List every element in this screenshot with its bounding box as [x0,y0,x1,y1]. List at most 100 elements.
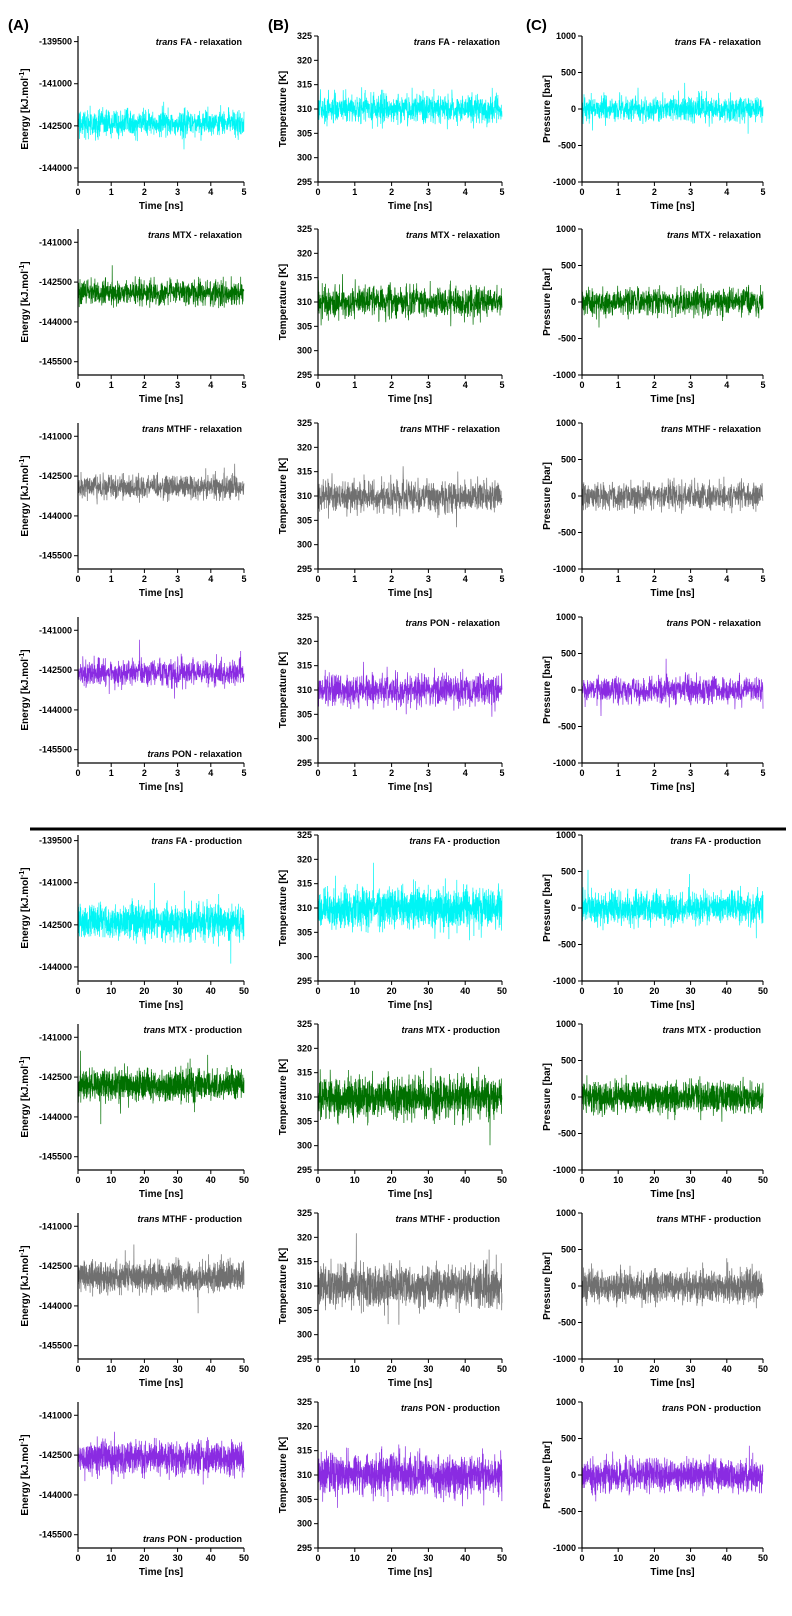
y-tick-label: 0 [571,297,576,307]
chart-title: trans MTHF - production [396,1214,501,1224]
y-label-main: Energy [kJ.mol [20,1066,31,1138]
chart-title-italic: trans [156,37,181,47]
x-tick-label: 4 [724,380,729,390]
chart-title-text: PON - relaxation [691,618,761,628]
y-tick-label: 1000 [556,612,576,622]
x-tick-label: 10 [613,1364,623,1374]
chart-c-6: 0 10 20 30 40 50 -1000 -500 0 500 1000 Time [ns] Pre… [542,1208,768,1389]
x-axis-label: Time [ns] [650,1378,694,1389]
chart-a-4: 0 10 20 30 40 50 -139500 -141000 -142500 -144000 T… [19,835,249,1011]
x-axis-label: Time [ns] [388,588,432,599]
y-axis-label: Temperature [K] [278,264,289,341]
y-tick-label: 500 [561,1434,576,1444]
x-tick-label: 30 [173,1175,183,1185]
chart-title-italic: trans [405,618,430,628]
series-line [77,101,245,150]
chart-title: trans FA - production [670,836,761,846]
y-tick-label: -141000 [39,625,72,635]
chart-title: trans MTX - production [143,1025,242,1035]
chart-title-italic: trans [406,230,431,240]
x-tick-label: 2 [652,380,657,390]
x-tick-label: 0 [579,1175,584,1185]
y-tick-label: 305 [297,927,312,937]
y-tick-label: -1000 [553,370,576,380]
x-tick-label: 0 [315,380,320,390]
y-tick-label: -142500 [39,665,72,675]
x-tick-label: 0 [579,768,584,778]
chart-title-text: MTHF - relaxation [166,424,242,434]
y-tick-label: 300 [297,540,312,550]
x-tick-label: 40 [722,1553,732,1563]
chart-title-italic: trans [666,618,691,628]
y-label-main: Energy [kJ.mol [20,271,31,343]
x-axis-label: Time [ns] [388,782,432,793]
x-axis-label: Time [ns] [139,394,183,405]
chart-title: trans FA - production [151,836,242,846]
x-tick-label: 40 [722,1364,732,1374]
y-tick-label: 295 [297,758,312,768]
x-tick-label: 1 [616,187,621,197]
y-tick-label: 305 [297,1494,312,1504]
x-axis-label: Time [ns] [139,1567,183,1578]
chart-title-text: FA - production [434,836,500,846]
x-tick-label: 2 [389,574,394,584]
y-tick-label: 325 [297,612,312,622]
chart-title-italic: trans [657,1214,682,1224]
chart-a-0: 0 1 2 3 4 5 -139500 -141000 -142500 -144000 Time [… [19,36,247,212]
chart-b-2: 0 1 2 3 4 5 295 300 305 310 315 320 325 Time [ns] Temp… [278,418,505,599]
y-tick-label: 295 [297,1543,312,1553]
x-tick-label: 30 [686,1553,696,1563]
y-tick-label: 315 [297,273,312,283]
y-tick-label: -500 [558,940,576,950]
y-tick-label: -1000 [553,564,576,574]
x-tick-label: 5 [241,574,246,584]
y-tick-label: -144000 [39,317,72,327]
y-tick-label: 320 [297,1232,312,1242]
chart-title-italic: trans [662,1025,687,1035]
x-tick-label: 10 [613,1175,623,1185]
y-tick-label: 500 [561,1056,576,1066]
x-axis-label: Time [ns] [650,1000,694,1011]
x-tick-label: 30 [686,1364,696,1374]
x-tick-label: 3 [175,380,180,390]
y-label-superscript: -1 [19,1438,26,1444]
y-tick-label: 320 [297,636,312,646]
x-tick-label: 0 [315,768,320,778]
chart-title-text: MTHF - production [162,1214,242,1224]
y-tick-label: 300 [297,153,312,163]
x-tick-label: 0 [315,1553,320,1563]
y-label-main: Energy [kJ.mol [20,1444,31,1516]
x-tick-label: 0 [75,1175,80,1185]
chart-b-0: 0 1 2 3 4 5 295 300 305 310 315 320 325 Time [ns] Temp… [278,31,505,212]
x-tick-label: 3 [688,768,693,778]
chart-title-text: FA - production [695,836,761,846]
x-tick-label: 40 [460,1364,470,1374]
y-tick-label: 325 [297,31,312,41]
x-axis-label: Time [ns] [139,782,183,793]
y-label-superscript: -1 [19,265,26,271]
x-tick-label: 40 [206,1175,216,1185]
y-tick-label: 1000 [556,1397,576,1407]
x-tick-label: 0 [579,380,584,390]
x-tick-label: 50 [497,986,507,996]
y-axis-label: Temperature [K] [278,458,289,535]
y-tick-label: 310 [297,1470,312,1480]
y-tick-label: -145500 [39,745,72,755]
y-tick-label: -141000 [39,431,72,441]
series-line [581,658,764,717]
x-tick-label: 40 [460,986,470,996]
x-tick-label: 20 [387,1553,397,1563]
chart-title-italic: trans [675,37,700,47]
x-tick-label: 4 [463,574,468,584]
chart-title: trans MTHF - production [138,1214,243,1224]
y-tick-label: 305 [297,1116,312,1126]
chart-title-text: PON - relaxation [172,749,242,759]
y-tick-label: -144000 [39,705,72,715]
y-tick-label: -141000 [39,237,72,247]
x-tick-label: 3 [688,380,693,390]
chart-title: trans MTX - production [662,1025,761,1035]
y-tick-label: -141000 [39,1221,72,1231]
x-tick-label: 50 [758,1553,768,1563]
chart-c-3: 0 1 2 3 4 5 -1000 -500 0 500 1000 Time [ns] Pressure… [542,612,766,793]
